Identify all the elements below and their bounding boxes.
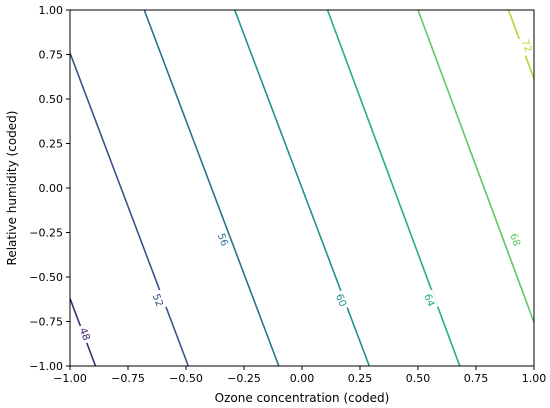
contour-label-group: 72	[518, 35, 536, 57]
y-axis-ticks: −1.00 −0.75 −0.50 −0.25 0.00 0.25 0.50 0.75 1.00	[29, 4, 70, 373]
contour-line-72	[507, 10, 534, 81]
y-tick-label: −0.50	[29, 271, 63, 284]
contour-label: 56	[215, 232, 230, 248]
y-tick-label: 0.25	[39, 138, 64, 151]
contour-labels: 48 52 56 60 64 68 72	[76, 35, 536, 345]
contour-label-group: 68	[506, 229, 525, 251]
contour-label-gap	[518, 35, 536, 57]
contour-label-gap	[420, 289, 439, 311]
y-tick-label: 0.00	[39, 182, 64, 195]
contour-label-gap	[214, 229, 232, 251]
contour-line-68	[417, 10, 534, 325]
x-tick-label: −0.50	[169, 372, 203, 385]
y-tick-label: −0.25	[29, 227, 63, 240]
y-tick-label: −0.75	[29, 316, 63, 329]
y-tick-label: 1.00	[39, 4, 64, 17]
y-tick-label: 0.50	[39, 93, 64, 106]
x-tick-label: 0.00	[290, 372, 315, 385]
contour-label: 52	[150, 293, 165, 309]
x-tick-label: −1.00	[53, 372, 87, 385]
contour-label: 68	[507, 232, 522, 248]
contour-label-group: 60	[332, 289, 351, 311]
x-tick-label: −0.75	[111, 372, 145, 385]
contour-label-gap	[149, 289, 167, 311]
contour-line-56	[143, 10, 280, 366]
contour-label-group: 52	[149, 289, 167, 311]
x-axis-ticks: −1.00 −0.75 −0.50 −0.25 0.00 0.25 0.50 0.75 1.00	[53, 366, 546, 385]
y-tick-label: 0.75	[39, 49, 64, 62]
contour-line-48	[70, 296, 97, 366]
contour-label-group: 64	[420, 289, 439, 311]
contour-label-group: 56	[214, 229, 232, 251]
x-tick-label: −0.25	[227, 372, 261, 385]
contour-label-gap	[76, 323, 94, 345]
x-tick-label: 0.50	[406, 372, 431, 385]
contour-label-gap	[506, 229, 525, 251]
contour-label: 72	[519, 38, 534, 54]
contour-label: 64	[421, 293, 436, 309]
contour-label: 48	[77, 326, 92, 342]
y-tick-label: −1.00	[29, 360, 63, 373]
x-tick-label: 0.25	[348, 372, 373, 385]
x-tick-label: 1.00	[522, 372, 547, 385]
x-tick-label: 0.75	[464, 372, 489, 385]
y-axis-label: Relative humidity (coded)	[5, 111, 19, 266]
contour-label: 60	[333, 293, 348, 309]
contour-label-group: 48	[76, 323, 94, 345]
contour-label-gap	[332, 289, 351, 311]
x-axis-label: Ozone concentration (coded)	[215, 391, 390, 405]
